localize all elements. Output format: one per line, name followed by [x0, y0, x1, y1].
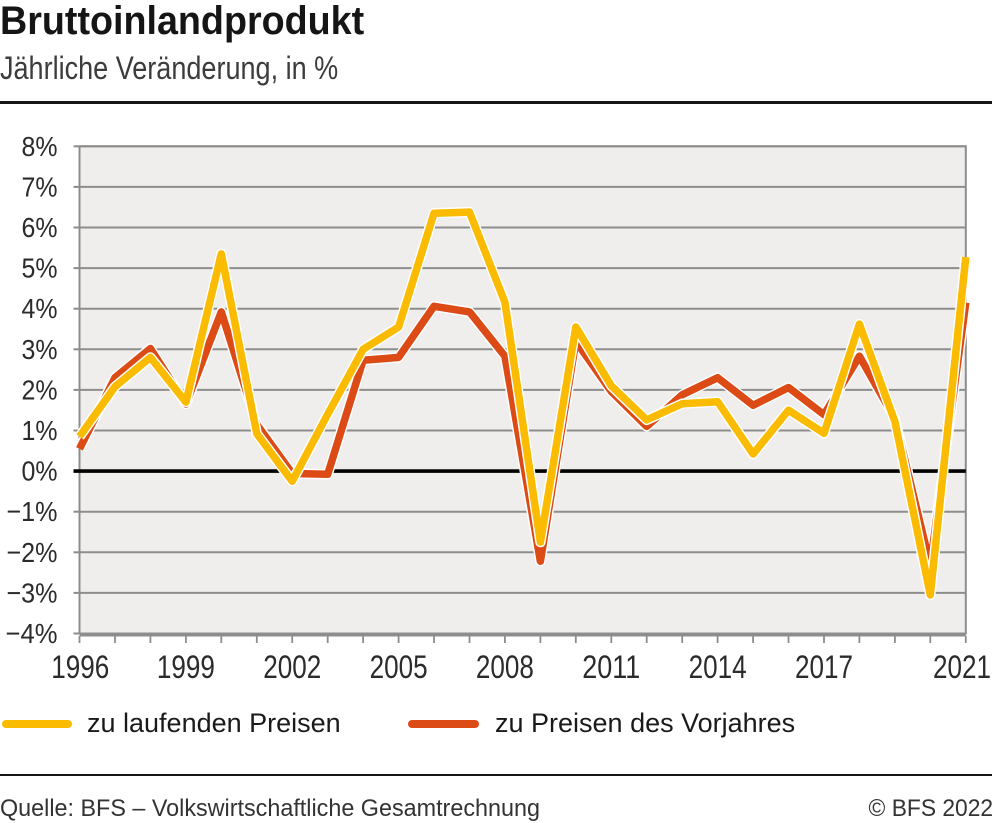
svg-text:6%: 6%	[22, 212, 58, 243]
svg-text:−3%: −3%	[7, 577, 58, 608]
svg-text:5%: 5%	[22, 253, 58, 284]
svg-text:−1%: −1%	[7, 496, 58, 527]
svg-text:2011: 2011	[582, 649, 640, 685]
svg-text:0%: 0%	[22, 456, 58, 487]
svg-text:8%: 8%	[22, 131, 58, 162]
svg-text:2017: 2017	[795, 649, 853, 685]
svg-text:4%: 4%	[22, 293, 58, 324]
svg-text:2021: 2021	[933, 649, 991, 685]
svg-text:1%: 1%	[22, 415, 58, 446]
svg-text:−2%: −2%	[7, 537, 58, 568]
svg-text:1996: 1996	[51, 649, 109, 685]
svg-text:2014: 2014	[689, 649, 747, 685]
svg-text:2%: 2%	[22, 374, 58, 405]
svg-text:2008: 2008	[476, 649, 534, 685]
svg-text:2002: 2002	[263, 649, 321, 685]
svg-text:−4%: −4%	[6, 618, 58, 649]
svg-text:1999: 1999	[157, 649, 215, 685]
svg-text:2005: 2005	[370, 649, 428, 685]
svg-text:3%: 3%	[22, 334, 58, 365]
svg-text:7%: 7%	[22, 171, 58, 202]
